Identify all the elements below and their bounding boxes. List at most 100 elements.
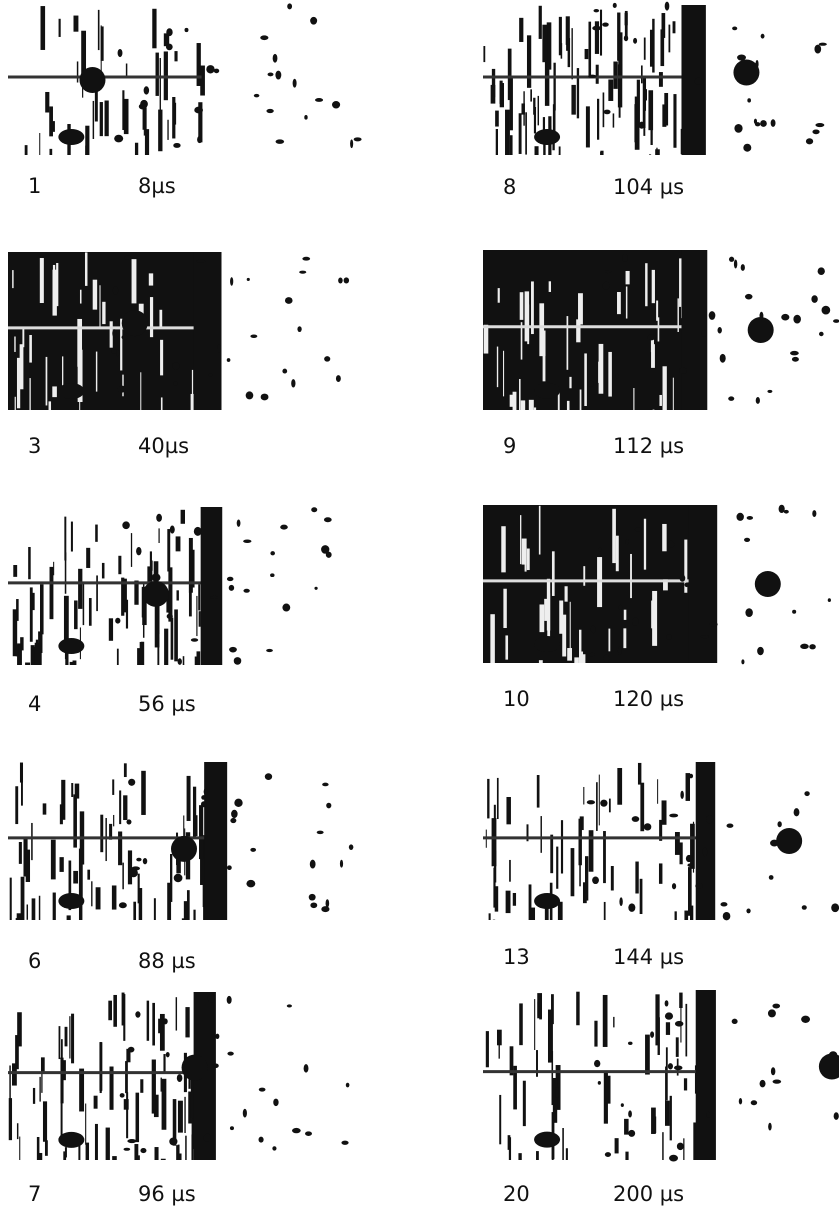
streak: [20, 876, 25, 920]
droplet: [770, 119, 776, 127]
streak: [9, 1065, 11, 1120]
droplet: [151, 573, 161, 582]
droplet: [286, 1004, 292, 1008]
streak: [685, 1003, 688, 1057]
streak: [645, 1034, 650, 1075]
droplet: [173, 381, 178, 386]
streak: [579, 629, 582, 663]
streak: [123, 578, 127, 613]
streak: [131, 259, 137, 304]
streak: [512, 892, 517, 906]
streak: [45, 356, 48, 406]
streak: [608, 351, 612, 397]
streak: [152, 1002, 155, 1046]
droplet: [812, 510, 817, 517]
streak: [613, 1016, 615, 1028]
droplet: [694, 77, 704, 86]
droplet: [270, 573, 275, 578]
streak: [167, 882, 172, 920]
streak: [193, 909, 196, 920]
streak: [85, 1103, 87, 1145]
droplet: [746, 516, 754, 520]
streak: [651, 344, 655, 368]
streak: [16, 599, 19, 621]
droplet: [246, 277, 250, 282]
streak: [623, 609, 627, 620]
droplet: [772, 1079, 782, 1084]
droplet-chain: [534, 893, 561, 910]
frame-time: 200 µs: [613, 1182, 684, 1206]
streak: [660, 29, 665, 67]
droplet: [226, 358, 231, 362]
streak: [39, 133, 41, 155]
droplet: [617, 646, 622, 656]
streak: [202, 868, 206, 908]
streak: [650, 338, 655, 353]
streak: [118, 555, 122, 575]
droplet: [811, 295, 818, 303]
streak: [683, 1078, 688, 1091]
droplet: [732, 26, 738, 31]
streak: [496, 777, 499, 819]
streak: [38, 895, 41, 920]
droplet: [768, 875, 774, 880]
streak: [183, 901, 188, 920]
droplet: [140, 1147, 147, 1154]
droplet: [116, 349, 120, 357]
droplet: [664, 1, 670, 11]
droplet: [666, 634, 673, 640]
streak: [630, 553, 632, 599]
streak: [518, 1153, 522, 1160]
droplet: [353, 137, 362, 142]
droplet: [612, 2, 617, 8]
droplet: [783, 509, 789, 514]
streak: [155, 52, 159, 96]
droplet: [236, 519, 241, 527]
streak: [74, 783, 80, 799]
streak: [665, 1022, 671, 1035]
streak: [137, 648, 142, 665]
streak: [625, 270, 630, 285]
streak: [540, 816, 542, 853]
streak: [149, 297, 154, 338]
streak: [79, 394, 81, 410]
streak: [123, 994, 126, 1041]
droplet: [117, 48, 123, 58]
streak: [82, 583, 85, 626]
streak: [49, 106, 53, 137]
streak: [617, 768, 623, 805]
streak: [123, 763, 127, 778]
shock-band: [688, 505, 718, 663]
droplet: [679, 367, 687, 374]
photo-frame: [483, 250, 839, 410]
large-drop: [181, 1054, 208, 1081]
streak: [528, 399, 534, 410]
streak: [139, 641, 143, 665]
droplet: [321, 545, 330, 554]
droplet: [208, 373, 213, 377]
droplet: [737, 54, 746, 61]
streak: [29, 378, 31, 410]
streak: [610, 866, 614, 891]
droplet: [228, 584, 235, 591]
streak: [88, 598, 92, 626]
droplet: [246, 879, 256, 888]
streak: [112, 1156, 117, 1160]
droplet: [719, 353, 726, 363]
streak: [200, 842, 205, 885]
streak: [59, 857, 64, 872]
droplet: [667, 1063, 673, 1070]
droplet: [728, 256, 735, 262]
streak: [138, 303, 144, 319]
streak: [569, 376, 572, 389]
droplet: [311, 507, 318, 513]
streak: [172, 96, 176, 139]
droplet: [695, 883, 704, 889]
streak: [519, 378, 521, 410]
streak: [579, 863, 581, 887]
streak: [99, 285, 101, 329]
droplet: [112, 286, 119, 295]
streak: [158, 109, 163, 152]
streak: [176, 1145, 180, 1160]
droplet: [324, 356, 331, 362]
